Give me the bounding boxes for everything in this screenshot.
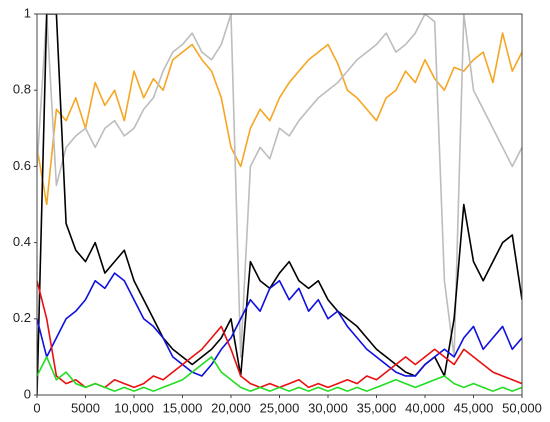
series-line xyxy=(37,32,522,206)
y-tick-label: 0.6 xyxy=(13,158,31,173)
x-tick-label: 0 xyxy=(33,400,40,415)
series-line xyxy=(37,14,522,395)
x-tick-label: 20,000 xyxy=(211,400,251,415)
y-tick-label: 1 xyxy=(24,5,31,20)
series-line xyxy=(37,272,522,377)
y-tick-label: 0.2 xyxy=(13,310,31,325)
x-tick-label: 10,000 xyxy=(114,400,154,415)
x-tick-label: 50,000 xyxy=(502,400,542,415)
series-line xyxy=(37,280,522,389)
y-tick-label: 0 xyxy=(24,386,31,401)
plot-lines xyxy=(37,14,522,395)
y-tick-label: 0.8 xyxy=(13,82,31,97)
x-tick-label: 5000 xyxy=(71,400,100,415)
x-tick-label: 35,000 xyxy=(357,400,397,415)
x-tick-label: 45,000 xyxy=(454,400,494,415)
x-tick-label: 40,000 xyxy=(405,400,445,415)
y-tick-label: 0.4 xyxy=(13,234,31,249)
x-tick-label: 15,000 xyxy=(163,400,203,415)
plot-frame xyxy=(36,13,523,396)
x-tick-label: 30,000 xyxy=(308,400,348,415)
series-line xyxy=(37,14,522,358)
x-tick-label: 25,000 xyxy=(260,400,300,415)
series-line xyxy=(37,356,522,392)
